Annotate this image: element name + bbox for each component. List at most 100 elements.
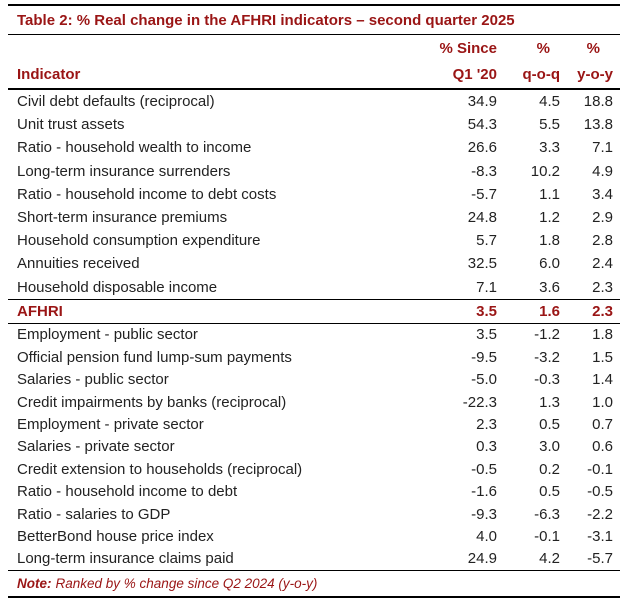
table-row: Official pension fund lump-sum payments …	[8, 346, 620, 368]
afhri-since-value: 3.5	[476, 302, 497, 320]
header-row-labels: Indicator Q1 '20 q-o-q y-o-y	[8, 61, 620, 88]
qoq-cell: 1.2	[539, 209, 560, 227]
yoy-cell: 2.4	[592, 255, 613, 273]
table-row: Employment - private sector 2.3 0.5 0.7	[8, 413, 620, 435]
yoy-cell: -5.7	[587, 550, 613, 568]
since-q1-20-cell: -9.3	[471, 505, 497, 523]
qoq-cell: 10.2	[530, 162, 560, 180]
column-header-yoy-line2: y-o-y	[577, 66, 613, 83]
afhri-yoy-value: 2.3	[592, 302, 613, 320]
indicator-cell: Official pension fund lump-sum payments	[17, 348, 292, 366]
qoq-cell: 6.0	[539, 255, 560, 273]
table-row: Credit extension to households (reciproc…	[8, 458, 620, 480]
since-q1-20-cell: 24.9	[467, 550, 497, 568]
indicator-cell: Long-term insurance surrenders	[17, 162, 231, 180]
yoy-cell: -2.2	[587, 505, 613, 523]
rows-below-afhri: Employment - public sector 3.5 -1.2 1.8 …	[8, 324, 620, 570]
since-q1-20-cell: -8.3	[471, 162, 497, 180]
since-q1-20-cell: -5.0	[471, 371, 497, 389]
indicator-cell: Credit impairments by banks (reciprocal)	[17, 393, 287, 411]
table-row: Ratio - household income to debt costs -…	[8, 183, 620, 206]
qoq-cell: 3.0	[539, 438, 560, 456]
since-q1-20-cell: 26.6	[467, 139, 497, 157]
indicator-cell: Short-term insurance premiums	[17, 209, 228, 227]
indicator-cell: Long-term insurance claims paid	[17, 550, 234, 568]
qoq-cell: -0.1	[534, 527, 560, 545]
table-row: Civil debt defaults (reciprocal) 34.9 4.…	[8, 90, 620, 113]
column-header-qoq-line1: %	[536, 39, 550, 57]
since-q1-20-cell: 34.9	[467, 93, 497, 111]
indicator-cell: BetterBond house price index	[17, 527, 214, 545]
since-q1-20-cell: -1.6	[471, 483, 497, 501]
qoq-cell: -0.3	[534, 371, 560, 389]
indicator-cell: Employment - private sector	[17, 415, 204, 433]
table-row: Employment - public sector 3.5 -1.2 1.8	[8, 324, 620, 346]
note-text: Ranked by % change since Q2 2024 (y-o-y)	[55, 575, 318, 591]
column-header-since-line2: Q1 '20	[452, 66, 497, 83]
yoy-cell: 18.8	[583, 93, 613, 111]
note-prefix: Note:	[17, 575, 52, 591]
since-q1-20-cell: -0.5	[471, 460, 497, 478]
qoq-cell: 1.3	[539, 393, 560, 411]
since-q1-20-cell: -9.5	[471, 348, 497, 366]
yoy-cell: 4.9	[592, 162, 613, 180]
since-q1-20-cell: 32.5	[467, 255, 497, 273]
since-q1-20-cell: 3.5	[476, 326, 497, 344]
table-row: Salaries - private sector 0.3 3.0 0.6	[8, 436, 620, 458]
indicator-cell: Salaries - public sector	[17, 371, 169, 389]
since-q1-20-cell: -5.7	[471, 185, 497, 203]
indicator-cell: Ratio - household wealth to income	[17, 139, 252, 157]
table-row: Ratio - household wealth to income 26.6 …	[8, 136, 620, 159]
qoq-cell: 4.2	[539, 550, 560, 568]
yoy-cell: 2.9	[592, 209, 613, 227]
qoq-cell: 4.5	[539, 93, 560, 111]
qoq-cell: -1.2	[534, 326, 560, 344]
qoq-cell: 3.6	[539, 278, 560, 296]
table-row: Salaries - public sector -5.0 -0.3 1.4	[8, 368, 620, 390]
table-row: Long-term insurance claims paid 24.9 4.2…	[8, 548, 620, 570]
since-q1-20-cell: 7.1	[476, 278, 497, 296]
yoy-cell: -0.1	[587, 460, 613, 478]
indicator-cell: Ratio - salaries to GDP	[17, 505, 171, 523]
bottom-rule	[8, 595, 620, 598]
qoq-cell: 0.2	[539, 460, 560, 478]
yoy-cell: 1.0	[592, 393, 613, 411]
rows-above-afhri: Civil debt defaults (reciprocal) 34.9 4.…	[8, 90, 620, 299]
since-q1-20-cell: -22.3	[462, 393, 497, 411]
afhri-qoq-value: 1.6	[539, 302, 560, 320]
note-divider	[8, 569, 620, 571]
yoy-cell: 7.1	[592, 139, 613, 157]
table-row: Short-term insurance premiums 24.8 1.2 2…	[8, 206, 620, 229]
qoq-cell: 3.3	[539, 139, 560, 157]
indicator-cell: Household consumption expenditure	[17, 232, 261, 250]
column-header-indicator: Indicator	[17, 66, 81, 83]
qoq-cell: -6.3	[534, 505, 560, 523]
column-header-yoy-line1: %	[586, 39, 600, 57]
table-note: Note: Ranked by % change since Q2 2024 (…	[8, 571, 620, 596]
yoy-cell: 0.6	[592, 438, 613, 456]
qoq-cell: -3.2	[534, 348, 560, 366]
indicator-cell: Credit extension to households (reciproc…	[17, 460, 303, 478]
indicator-cell: Unit trust assets	[17, 116, 125, 134]
since-q1-20-cell: 5.7	[476, 232, 497, 250]
afhri-summary-row: AFHRI 3.5 1.6 2.3	[8, 300, 620, 323]
afhri-top-divider	[8, 298, 620, 300]
table-row: Long-term insurance surrenders -8.3 10.2…	[8, 160, 620, 183]
yoy-cell: 13.8	[583, 116, 613, 134]
table-row: Household consumption expenditure 5.7 1.…	[8, 229, 620, 252]
table-row: Unit trust assets 54.3 5.5 13.8	[8, 113, 620, 136]
table-row: Ratio - salaries to GDP -9.3 -6.3 -2.2	[8, 503, 620, 525]
yoy-cell: 2.3	[592, 278, 613, 296]
table-title: Table 2: % Real change in the AFHRI indi…	[17, 11, 515, 29]
indicator-cell: Annuities received	[17, 255, 140, 273]
yoy-cell: 3.4	[592, 185, 613, 203]
header-divider	[8, 88, 620, 90]
since-q1-20-cell: 0.3	[476, 438, 497, 456]
yoy-cell: -0.5	[587, 483, 613, 501]
yoy-cell: 1.5	[592, 348, 613, 366]
indicator-cell: Civil debt defaults (reciprocal)	[17, 93, 215, 111]
table-row: Annuities received 32.5 6.0 2.4	[8, 252, 620, 275]
yoy-cell: 1.8	[592, 326, 613, 344]
indicator-cell: Household disposable income	[17, 278, 218, 296]
indicator-cell: Ratio - household income to debt costs	[17, 185, 277, 203]
